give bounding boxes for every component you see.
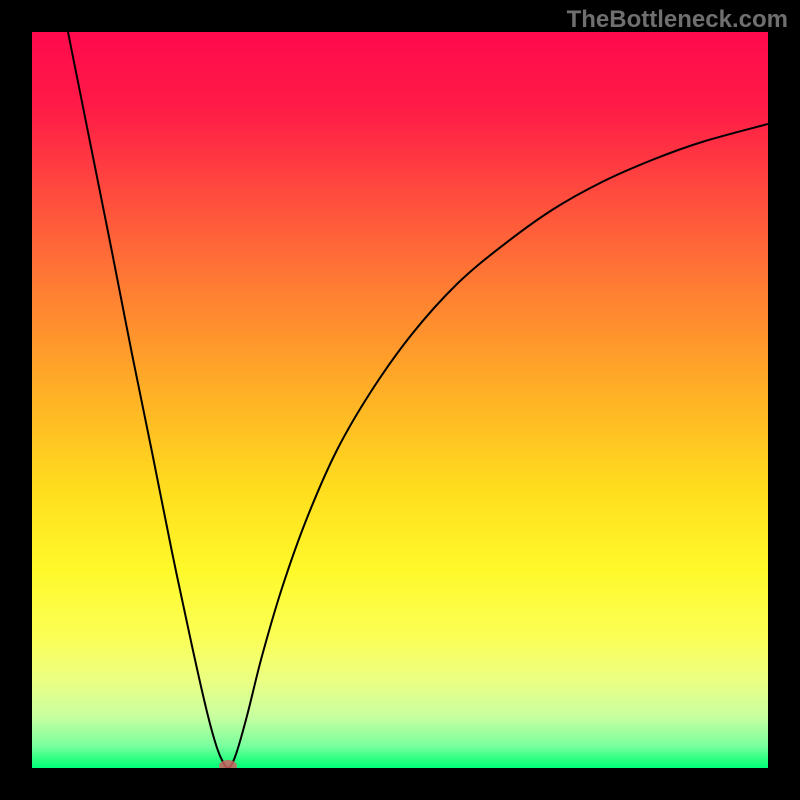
plot-area bbox=[32, 32, 768, 768]
watermark-text: TheBottleneck.com bbox=[567, 6, 788, 34]
bottleneck-curve bbox=[32, 32, 768, 768]
